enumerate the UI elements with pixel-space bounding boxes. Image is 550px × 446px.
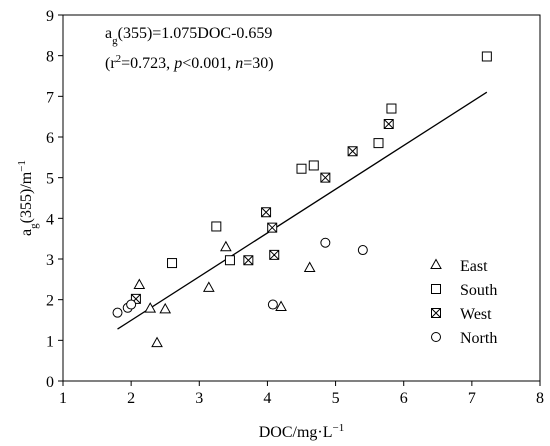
point [347, 146, 358, 157]
legend-label: South [460, 282, 497, 299]
y-axis-label-part: −1 [16, 160, 28, 172]
point [296, 163, 307, 174]
annotation-part: a [105, 25, 112, 42]
point [243, 255, 254, 266]
y-axis-label: ag(355)/m−1 [16, 160, 40, 236]
annotation: ag(355)=1.075DOC-0.659 [105, 25, 272, 47]
annotation-part: g [112, 35, 118, 47]
legend-label: North [460, 330, 497, 347]
y-tick-label: 0 [46, 374, 54, 391]
point [357, 245, 368, 256]
point [167, 258, 178, 269]
x-axis-label-part: DOC/mg·L [259, 424, 333, 441]
annotation: (r2=0.723, p<0.001, n=30) [105, 53, 274, 72]
point [386, 103, 397, 114]
point [133, 278, 146, 290]
annotation-part: =0.723, [121, 55, 174, 72]
y-tick-label: 8 [46, 49, 54, 66]
x-tick-label: 5 [332, 390, 340, 407]
legend-marker [431, 332, 441, 342]
legend-marker [431, 284, 441, 294]
annotation-part: =30) [243, 55, 273, 72]
point [275, 300, 287, 311]
legend-marker [430, 258, 442, 269]
annotation-part: 2 [116, 53, 122, 65]
legend-label: West [460, 306, 492, 323]
y-tick-label: 6 [46, 130, 54, 147]
y-axis-label-part: (355)/m [18, 171, 35, 223]
annotation-part: p [173, 55, 182, 72]
point [267, 222, 278, 233]
x-axis-label: DOC/mg·L−1 [259, 422, 345, 441]
y-axis-label-part: a [18, 229, 35, 236]
y-tick-label: 4 [46, 211, 54, 228]
x-tick-label: 8 [536, 390, 544, 407]
point [220, 240, 232, 252]
annotation-part: (355)=1.075DOC-0.659 [118, 25, 273, 42]
y-tick-label: 1 [46, 333, 54, 350]
x-axis-label-part: −1 [333, 422, 345, 434]
point [383, 118, 394, 129]
point [320, 172, 331, 183]
fit-line [117, 91, 488, 330]
point [308, 160, 319, 171]
point [303, 261, 316, 272]
x-tick-label: 2 [127, 390, 135, 407]
point [481, 51, 492, 62]
x-tick-label: 1 [59, 390, 67, 407]
point [126, 299, 137, 310]
point [112, 307, 123, 318]
x-tick-label: 6 [400, 390, 408, 407]
y-tick-label: 7 [46, 89, 54, 106]
point [269, 249, 280, 260]
y-tick-label: 2 [46, 293, 54, 310]
y-axis-label-part: g [28, 223, 40, 229]
x-tick-label: 4 [263, 390, 271, 407]
point [373, 138, 384, 149]
point [320, 237, 331, 248]
annotation-part: n [235, 55, 243, 72]
y-tick-label: 5 [46, 171, 54, 188]
point [224, 255, 235, 266]
point [211, 221, 222, 232]
point [144, 302, 157, 313]
annotation-part: (r [105, 55, 116, 72]
legend-label: East [460, 258, 488, 275]
x-tick-label: 7 [468, 390, 476, 407]
plot-frame [62, 14, 541, 382]
x-tick-label: 3 [195, 390, 203, 407]
point [159, 302, 172, 314]
y-tick-label: 3 [46, 252, 54, 269]
point [151, 336, 163, 348]
annotation-part: <0.001, [182, 55, 235, 72]
y-tick-label: 9 [46, 8, 54, 25]
legend-marker [431, 308, 441, 318]
point [267, 299, 278, 310]
point [261, 207, 272, 218]
point [202, 281, 215, 292]
